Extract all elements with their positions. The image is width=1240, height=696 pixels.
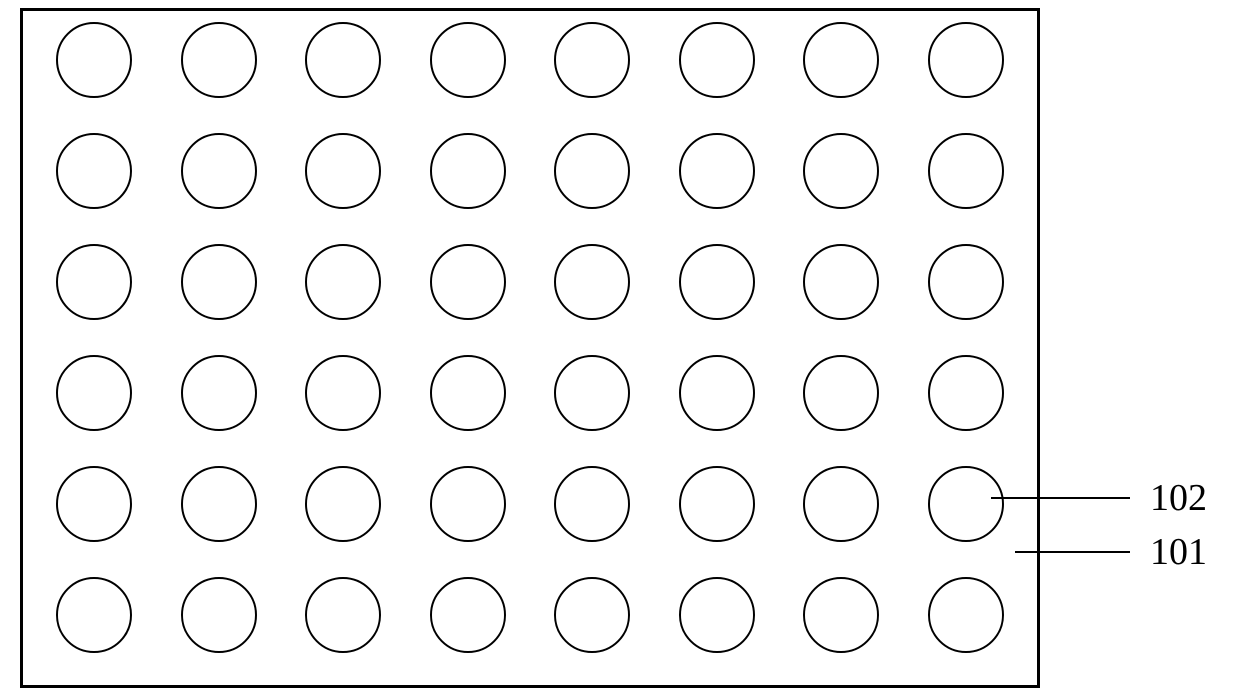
leader-101 bbox=[1015, 551, 1130, 553]
circle-102 bbox=[430, 355, 506, 431]
circle-102 bbox=[56, 22, 132, 98]
grid-row bbox=[56, 577, 1004, 653]
circle-102 bbox=[554, 22, 630, 98]
circle-102 bbox=[305, 244, 381, 320]
circle-grid bbox=[20, 8, 1040, 688]
circle-102 bbox=[181, 244, 257, 320]
circle-102 bbox=[554, 133, 630, 209]
diagram-container bbox=[20, 8, 1040, 688]
circle-102 bbox=[305, 133, 381, 209]
circle-102 bbox=[803, 244, 879, 320]
circle-102 bbox=[181, 355, 257, 431]
circle-102 bbox=[803, 577, 879, 653]
circle-102 bbox=[928, 577, 1004, 653]
circle-102 bbox=[305, 22, 381, 98]
circle-102 bbox=[803, 355, 879, 431]
circle-102 bbox=[305, 577, 381, 653]
circle-102 bbox=[430, 244, 506, 320]
grid-row bbox=[56, 355, 1004, 466]
circle-102 bbox=[554, 244, 630, 320]
label-101: 101 bbox=[1150, 530, 1207, 574]
circle-102 bbox=[679, 355, 755, 431]
circle-102 bbox=[928, 244, 1004, 320]
grid-row bbox=[56, 466, 1004, 577]
circle-102 bbox=[679, 244, 755, 320]
grid-row bbox=[56, 133, 1004, 244]
circle-102 bbox=[430, 133, 506, 209]
circle-102 bbox=[928, 355, 1004, 431]
circle-102 bbox=[56, 466, 132, 542]
circle-102 bbox=[803, 133, 879, 209]
circle-102 bbox=[305, 355, 381, 431]
circle-102 bbox=[928, 22, 1004, 98]
circle-102 bbox=[803, 22, 879, 98]
grid-row bbox=[56, 244, 1004, 355]
circle-102 bbox=[928, 133, 1004, 209]
circle-102 bbox=[181, 577, 257, 653]
circle-102 bbox=[430, 22, 506, 98]
circle-102 bbox=[928, 466, 1004, 542]
label-102: 102 bbox=[1150, 476, 1207, 520]
circle-102 bbox=[803, 466, 879, 542]
circle-102 bbox=[554, 577, 630, 653]
circle-102 bbox=[56, 244, 132, 320]
circle-102 bbox=[56, 133, 132, 209]
circle-102 bbox=[430, 466, 506, 542]
circle-102 bbox=[56, 355, 132, 431]
circle-102 bbox=[181, 22, 257, 98]
circle-102 bbox=[679, 133, 755, 209]
leader-102 bbox=[991, 497, 1130, 499]
circle-102 bbox=[181, 466, 257, 542]
circle-102 bbox=[430, 577, 506, 653]
circle-102 bbox=[554, 466, 630, 542]
circle-102 bbox=[554, 355, 630, 431]
circle-102 bbox=[679, 466, 755, 542]
circle-102 bbox=[56, 577, 132, 653]
circle-102 bbox=[181, 133, 257, 209]
grid-row bbox=[56, 22, 1004, 133]
circle-102 bbox=[679, 577, 755, 653]
circle-102 bbox=[305, 466, 381, 542]
circle-102 bbox=[679, 22, 755, 98]
